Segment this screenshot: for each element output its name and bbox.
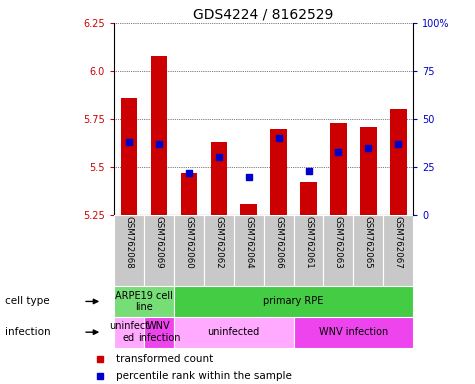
Bar <box>264 215 294 286</box>
Text: GSM762061: GSM762061 <box>304 217 313 269</box>
Bar <box>353 215 383 286</box>
Text: GSM762068: GSM762068 <box>124 217 133 269</box>
Bar <box>383 215 413 286</box>
Bar <box>294 317 413 348</box>
Bar <box>330 123 347 215</box>
Bar <box>323 215 353 286</box>
Text: WNV infection: WNV infection <box>319 327 388 337</box>
Bar <box>144 317 174 348</box>
Bar <box>240 204 257 215</box>
Bar <box>114 215 144 286</box>
Bar <box>300 182 317 215</box>
Bar <box>270 129 287 215</box>
Bar <box>174 286 413 317</box>
Text: GSM762060: GSM762060 <box>184 217 193 269</box>
Bar <box>180 173 197 215</box>
Text: GSM762063: GSM762063 <box>334 217 343 269</box>
Title: GDS4224 / 8162529: GDS4224 / 8162529 <box>193 8 334 22</box>
Text: transformed count: transformed count <box>116 354 214 364</box>
Bar <box>144 215 174 286</box>
Bar <box>174 317 294 348</box>
Text: ARPE19 cell
line: ARPE19 cell line <box>115 291 173 312</box>
Text: GSM762066: GSM762066 <box>274 217 283 269</box>
Bar <box>114 317 144 348</box>
Text: WNV
infection: WNV infection <box>138 321 180 343</box>
Bar <box>234 215 264 286</box>
Bar <box>360 127 377 215</box>
Bar <box>210 142 227 215</box>
Text: uninfected: uninfected <box>208 327 260 337</box>
Text: cell type: cell type <box>5 296 49 306</box>
Text: uninfect
ed: uninfect ed <box>109 321 149 343</box>
Bar <box>204 215 234 286</box>
Text: GSM762069: GSM762069 <box>154 217 163 269</box>
Bar <box>174 215 204 286</box>
Text: infection: infection <box>5 327 50 337</box>
Text: GSM762065: GSM762065 <box>364 217 373 269</box>
Text: GSM762062: GSM762062 <box>214 217 223 269</box>
Bar <box>294 215 323 286</box>
Text: percentile rank within the sample: percentile rank within the sample <box>116 371 292 381</box>
Bar <box>390 109 407 215</box>
Text: GSM762067: GSM762067 <box>394 217 403 269</box>
Bar <box>114 286 174 317</box>
Bar <box>151 56 167 215</box>
Bar <box>121 98 137 215</box>
Text: primary RPE: primary RPE <box>263 296 324 306</box>
Text: GSM762064: GSM762064 <box>244 217 253 269</box>
